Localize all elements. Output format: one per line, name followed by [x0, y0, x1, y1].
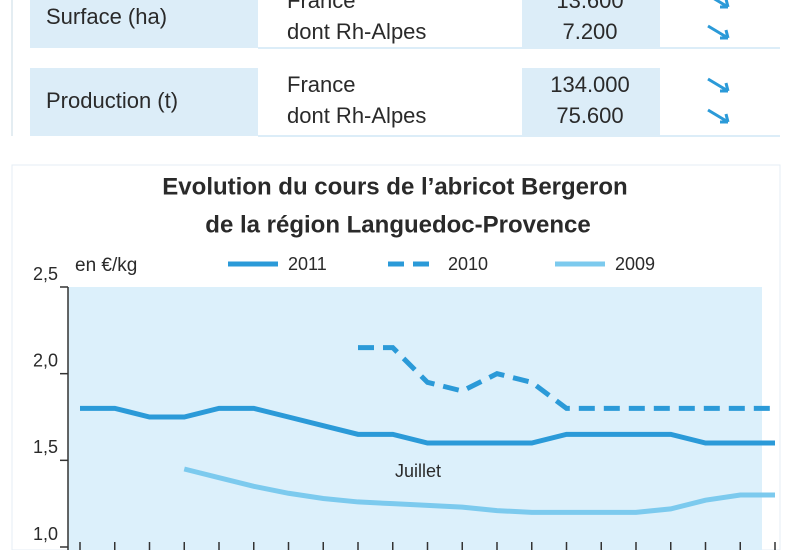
- value: 13.600: [556, 0, 623, 13]
- y-axis-label: en €/kg: [75, 255, 137, 276]
- region: dont Rh-Alpes: [287, 19, 426, 44]
- value: 134.000: [550, 72, 630, 97]
- label-cell: [30, 0, 258, 48]
- value: 75.600: [556, 103, 623, 128]
- series-line: [358, 345, 775, 411]
- chart-title: de la région Languedoc-Provence: [205, 211, 590, 238]
- y-tick-label: 1,0: [33, 524, 58, 544]
- row-label: Surface (ha): [46, 4, 167, 29]
- legend-label: 2009: [615, 254, 655, 274]
- trend-arrow: [713, 0, 730, 9]
- row-label: Production (t): [46, 88, 178, 113]
- region: dont Rh-Alpes: [287, 103, 426, 128]
- y-tick-label: 2,0: [33, 350, 58, 370]
- trend-arrow: [707, 108, 730, 124]
- value: 7.200: [562, 19, 617, 44]
- region: France: [287, 72, 355, 97]
- value-cell: [522, 0, 660, 48]
- y-tick-label: 1,5: [33, 437, 58, 457]
- series-line: [80, 405, 775, 446]
- chart-title: Evolution du cours de l’abricot Bergeron: [162, 173, 627, 200]
- legend-label: 2010: [448, 254, 488, 274]
- value-cell: [522, 68, 660, 136]
- region: France: [287, 0, 355, 13]
- table: Surface (ha) France 13.600 dont Rh-Alpes 7.2…: [30, 0, 780, 137]
- y-tick-label: 2,5: [33, 264, 58, 284]
- series-line: [183, 466, 775, 515]
- chart: 1,0 1,5 2,0 2,5 2011 2010 2009 Juillet: [33, 254, 776, 550]
- label-cell: [30, 68, 258, 136]
- trend-arrow: [707, 24, 730, 40]
- legend-label: 2011: [288, 254, 327, 274]
- trend-arrow: [707, 77, 730, 93]
- annotation: Juillet: [395, 461, 441, 481]
